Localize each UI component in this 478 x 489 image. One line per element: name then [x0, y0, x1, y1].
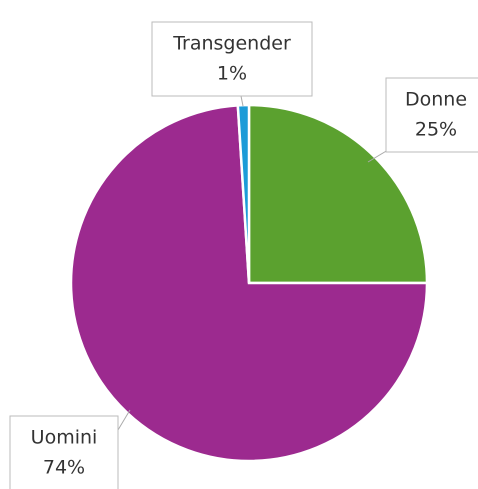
pie-slice — [247, 103, 429, 285]
label-box — [151, 21, 313, 97]
category-label: Donne — [405, 89, 467, 111]
value-label: 1% — [217, 63, 247, 85]
leader-line — [117, 409, 131, 431]
leader-line — [367, 149, 389, 163]
category-label: Uomini — [31, 427, 98, 449]
label-box — [385, 77, 478, 153]
label-box — [9, 415, 119, 489]
category-label: Transgender — [172, 33, 291, 55]
pie-slice — [69, 104, 429, 463]
value-label: 25% — [415, 119, 457, 141]
value-label: 74% — [43, 457, 85, 479]
pie-slice — [236, 103, 251, 284]
leader-line — [240, 95, 244, 107]
